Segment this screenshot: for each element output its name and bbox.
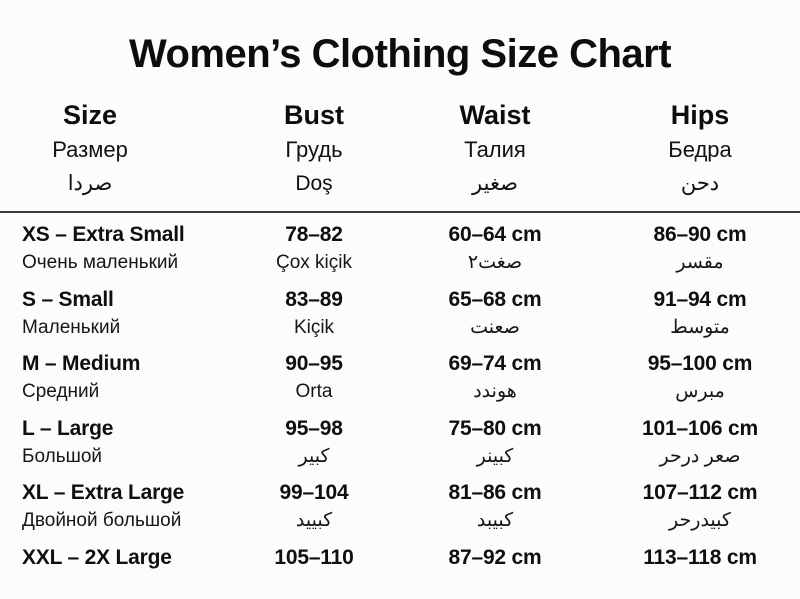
page-title: Women’s Clothing Size Chart bbox=[128, 32, 672, 76]
waist-cell: 81–86 cm كبيبد bbox=[390, 478, 600, 543]
bust-value: 95–98 bbox=[285, 416, 343, 440]
header-hips-alt: دحن bbox=[680, 172, 720, 195]
header-hips-ru: Бедра bbox=[668, 137, 732, 162]
header-size-ru: Размер bbox=[52, 137, 128, 162]
bust-translation: كبير bbox=[298, 445, 330, 467]
size-label: M – Medium bbox=[22, 352, 141, 375]
column-header-waist: Waist Талия صغير bbox=[390, 98, 600, 200]
size-translation: Маленький bbox=[22, 316, 121, 338]
size-translation: Средний bbox=[22, 381, 100, 402]
header-bust-ru: Грудь bbox=[285, 137, 343, 162]
column-header-size: Size Размер صردا bbox=[0, 98, 238, 200]
bust-value: 105–110 bbox=[274, 545, 354, 569]
table-header: Size Размер صردا Bust Грудь Doş Waist Та… bbox=[0, 98, 800, 200]
hips-value: 113–118 cm bbox=[643, 545, 757, 569]
bust-cell: 95–98 كبير bbox=[238, 414, 390, 479]
hips-translation: كبيدرحر bbox=[669, 510, 731, 531]
header-size-alt: صردا bbox=[67, 172, 113, 195]
waist-cell: 69–74 cm هوندد bbox=[390, 349, 600, 414]
hips-cell: 91–94 cm متوسط bbox=[600, 285, 800, 350]
size-cell: M – Medium Средний bbox=[0, 349, 238, 414]
size-label: L – Large bbox=[22, 416, 114, 440]
waist-translation: صعنت bbox=[470, 316, 520, 338]
header-bust-alt: Doş bbox=[295, 172, 333, 195]
hips-value: 86–90 cm bbox=[653, 223, 747, 246]
waist-cell: 87–92 cm bbox=[390, 543, 600, 599]
bust-value: 90–95 bbox=[285, 352, 343, 375]
bust-value: 99–104 bbox=[279, 481, 349, 504]
table-body: XS – Extra Small Очень маленький 78–82 Ç… bbox=[0, 220, 800, 599]
hips-translation: متوسط bbox=[670, 316, 730, 338]
waist-value: 60–64 cm bbox=[448, 223, 542, 246]
size-cell: S – Small Маленький bbox=[0, 285, 238, 350]
waist-translation: كبينر bbox=[476, 445, 514, 467]
table-row: XL – Extra Large Двойной большой 99–104 … bbox=[0, 478, 800, 543]
hips-cell: 95–100 cm مبرس bbox=[600, 349, 800, 414]
bust-cell: 99–104 كبييد bbox=[238, 478, 390, 543]
waist-value: 81–86 cm bbox=[448, 481, 542, 504]
header-size-en: Size bbox=[62, 100, 118, 130]
bust-cell: 105–110 bbox=[238, 543, 390, 599]
hips-translation: مقسر bbox=[676, 252, 724, 273]
size-label: S – Small bbox=[22, 287, 114, 311]
hips-value: 95–100 cm bbox=[647, 352, 753, 375]
bust-cell: 78–82 Çox kiçik bbox=[238, 220, 390, 285]
column-header-hips: Hips Бедра دحن bbox=[600, 98, 800, 200]
header-waist-ru: Талия bbox=[464, 137, 526, 162]
size-cell: XL – Extra Large Двойной большой bbox=[0, 478, 238, 543]
bust-translation: Orta bbox=[295, 381, 333, 402]
hips-cell: 101–106 cm صعر درحر bbox=[600, 414, 800, 479]
waist-cell: 60–64 cm صغت٢ bbox=[390, 220, 600, 285]
hips-cell: 86–90 cm مقسر bbox=[600, 220, 800, 285]
table-row: XXL – 2X Large 105–110 87–92 cm 113–118 … bbox=[0, 543, 800, 599]
table-row: L – Large Большой 95–98 كبير 75–80 cm كب… bbox=[0, 414, 800, 479]
size-translation: Двойной большой bbox=[22, 510, 182, 531]
header-waist-en: Waist bbox=[459, 100, 531, 130]
bust-value: 83–89 bbox=[285, 287, 343, 311]
bust-translation: Kiçik bbox=[293, 316, 335, 338]
bust-translation: Çox kiçik bbox=[275, 252, 352, 273]
hips-translation: مبرس bbox=[675, 381, 725, 402]
table-row: S – Small Маленький 83–89 Kiçik 65–68 cm… bbox=[0, 285, 800, 350]
hips-cell: 107–112 cm كبيدرحر bbox=[600, 478, 800, 543]
bust-translation: كبييد bbox=[295, 510, 333, 531]
size-cell: XXL – 2X Large bbox=[0, 543, 238, 599]
size-label: XXL – 2X Large bbox=[22, 545, 172, 569]
waist-value: 65–68 cm bbox=[448, 287, 542, 311]
waist-value: 75–80 cm bbox=[448, 416, 542, 440]
bust-value: 78–82 bbox=[285, 223, 343, 246]
waist-cell: 75–80 cm كبينر bbox=[390, 414, 600, 479]
waist-translation: كبيبد bbox=[476, 510, 514, 531]
header-waist-alt: صغير bbox=[472, 172, 518, 195]
hips-value: 107–112 cm bbox=[642, 481, 758, 504]
waist-cell: 65–68 cm صعنت bbox=[390, 285, 600, 350]
hips-value: 101–106 cm bbox=[642, 416, 758, 440]
hips-value: 91–94 cm bbox=[653, 287, 747, 311]
column-header-bust: Bust Грудь Doş bbox=[238, 98, 390, 200]
table-row: M – Medium Средний 90–95 Orta 69–74 cm ه… bbox=[0, 349, 800, 414]
header-bust-en: Bust bbox=[284, 100, 344, 130]
size-label: XL – Extra Large bbox=[22, 481, 185, 504]
waist-value: 87–92 cm bbox=[448, 545, 542, 569]
size-cell: L – Large Большой bbox=[0, 414, 238, 479]
table-row: XS – Extra Small Очень маленький 78–82 Ç… bbox=[0, 220, 800, 285]
header-hips-en: Hips bbox=[670, 100, 730, 130]
size-label: XS – Extra Small bbox=[22, 223, 185, 246]
waist-value: 69–74 cm bbox=[448, 352, 542, 375]
waist-translation: صغت٢ bbox=[467, 252, 523, 273]
size-translation: Большой bbox=[22, 445, 103, 467]
bust-cell: 83–89 Kiçik bbox=[238, 285, 390, 350]
header-divider bbox=[0, 211, 800, 213]
bust-cell: 90–95 Orta bbox=[238, 349, 390, 414]
size-translation: Очень маленький bbox=[22, 252, 179, 273]
hips-cell: 113–118 cm bbox=[600, 543, 800, 599]
size-cell: XS – Extra Small Очень маленький bbox=[0, 220, 238, 285]
waist-translation: هوندد bbox=[473, 381, 517, 402]
hips-translation: صعر درحر bbox=[659, 445, 741, 467]
